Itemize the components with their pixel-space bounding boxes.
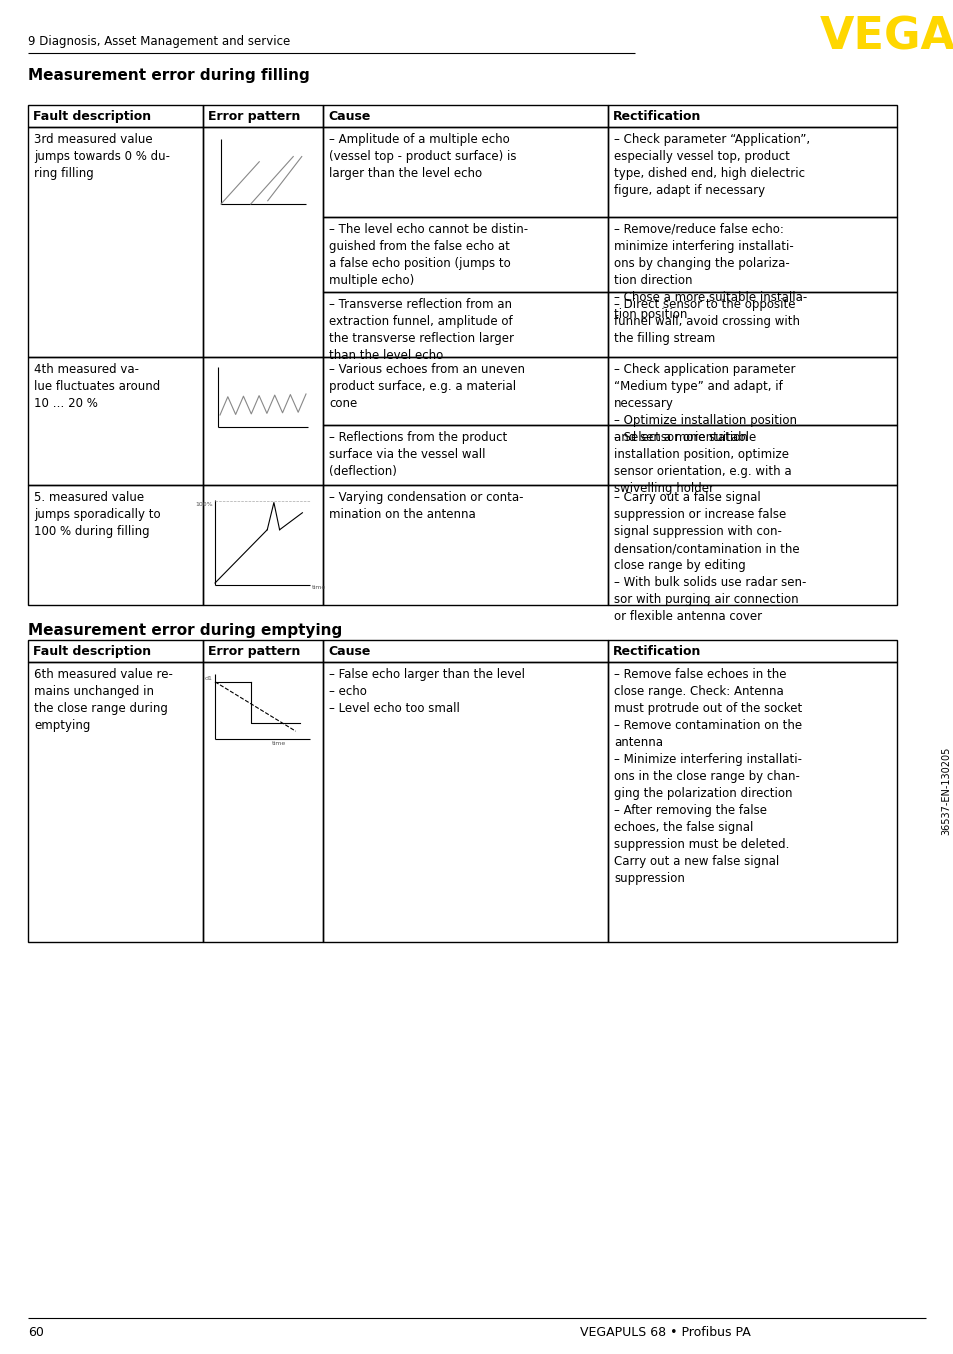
Bar [28,127,203,357]
Text: 100%: 100% [195,502,213,506]
Text: – Select a more suitable
installation position, optimize
sensor orientation, e.g: – Select a more suitable installation po… [614,431,791,496]
Text: Error pattern: Error pattern [208,645,300,658]
Bar [607,485,896,605]
Bar [323,357,607,425]
Bar [607,357,896,425]
Text: Fault description: Fault description [33,645,151,658]
Text: VEGAPULS 68 • Profibus PA: VEGAPULS 68 • Profibus PA [579,1326,750,1339]
Text: 6th measured value re-
mains unchanged in
the close range during
emptying: 6th measured value re- mains unchanged i… [34,668,172,733]
Text: Fault description: Fault description [33,110,151,123]
Bar [203,485,323,605]
Text: – Carry out a false signal
suppression or increase false
signal suppression with: – Carry out a false signal suppression o… [614,492,805,623]
Text: time: time [272,741,286,746]
Bar [607,292,896,357]
Text: 5. measured value
jumps sporadically to
100 % during filling: 5. measured value jumps sporadically to … [34,492,160,538]
Text: – Amplitude of a multiple echo
(vessel top - product surface) is
larger than the: – Amplitude of a multiple echo (vessel t… [329,133,516,180]
Text: – Reflections from the product
surface via the vessel wall
(deflection): – Reflections from the product surface v… [329,431,507,478]
Text: 3rd measured value
jumps towards 0 % du-
ring filling: 3rd measured value jumps towards 0 % du-… [34,133,170,180]
Text: – Remove false echoes in the
close range. Check: Antenna
must protrude out of th: – Remove false echoes in the close range… [614,668,801,886]
Bar [607,217,896,292]
Bar [203,357,323,485]
Bar [28,640,203,662]
Bar [203,127,323,357]
Text: Rectification: Rectification [613,645,700,658]
Bar [203,106,323,127]
Bar [323,292,607,357]
Text: Measurement error during emptying: Measurement error during emptying [28,623,342,638]
Bar [607,106,896,127]
Text: – Check parameter “Application”,
especially vessel top, product
type, dished end: – Check parameter “Application”, especia… [614,133,809,196]
Text: – Check application parameter
“Medium type” and adapt, if
necessary
– Optimize i: – Check application parameter “Medium ty… [614,363,796,444]
Text: – Transverse reflection from an
extraction funnel, amplitude of
the transverse r: – Transverse reflection from an extracti… [329,298,514,362]
Bar [28,357,203,485]
Text: – Direct sensor to the opposite
funnel wall, avoid crossing with
the filling str: – Direct sensor to the opposite funnel w… [614,298,800,345]
Bar [323,640,607,662]
Text: 36537-EN-130205: 36537-EN-130205 [940,747,950,835]
Text: – False echo larger than the level
– echo
– Level echo too small: – False echo larger than the level – ech… [329,668,524,715]
Bar [323,485,607,605]
Bar [28,485,203,605]
Bar [323,106,607,127]
Text: – Remove/reduce false echo:
minimize interfering installati-
ons by changing the: – Remove/reduce false echo: minimize int… [614,223,806,321]
Bar [28,106,203,127]
Text: VEGA: VEGA [820,15,953,58]
Text: Error pattern: Error pattern [208,110,300,123]
Bar [607,127,896,217]
Text: Measurement error during filling: Measurement error during filling [28,68,310,83]
Bar [323,662,607,942]
Bar [323,217,607,292]
Text: 9 Diagnosis, Asset Management and service: 9 Diagnosis, Asset Management and servic… [28,35,290,47]
Text: Rectification: Rectification [613,110,700,123]
Text: d1: d1 [205,676,213,681]
Bar [28,662,203,942]
Bar [607,425,896,485]
Text: 4th measured va-
lue fluctuates around
10 … 20 %: 4th measured va- lue fluctuates around 1… [34,363,160,410]
Bar [203,662,323,942]
Bar [323,127,607,217]
Text: Cause: Cause [328,110,370,123]
Bar [607,640,896,662]
Text: 60: 60 [28,1326,44,1339]
Bar [203,640,323,662]
Text: – The level echo cannot be distin-
guished from the false echo at
a false echo p: – The level echo cannot be distin- guish… [329,223,528,287]
Text: – Varying condensation or conta-
mination on the antenna: – Varying condensation or conta- minatio… [329,492,523,521]
Text: time: time [312,585,326,590]
Bar [607,662,896,942]
Bar [323,425,607,485]
Text: Cause: Cause [328,645,370,658]
Text: – Various echoes from an uneven
product surface, e.g. a material
cone: – Various echoes from an uneven product … [329,363,524,410]
